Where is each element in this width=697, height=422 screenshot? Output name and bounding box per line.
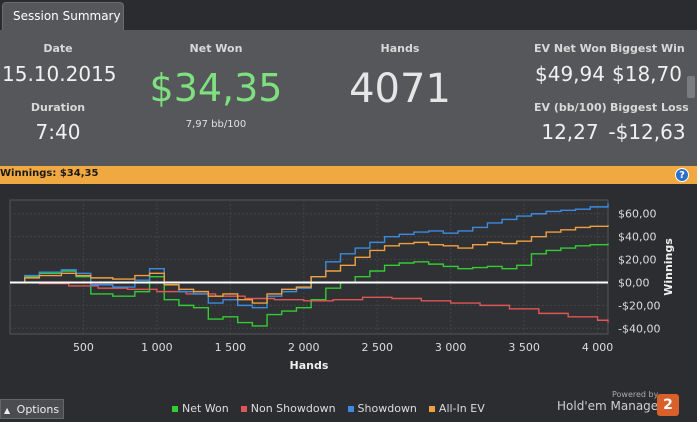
winnings-banner: Winnings: $34,35 ? xyxy=(0,166,697,184)
options-button[interactable]: ▲ Options xyxy=(0,399,64,419)
series-line-all-in-ev xyxy=(10,225,609,304)
legend-item[interactable]: All-In EV xyxy=(428,402,485,415)
hands-value: 4071 xyxy=(349,66,451,112)
duration-value: 7:40 xyxy=(35,120,81,144)
series-line-net-won xyxy=(10,243,609,327)
biggest-win-label: Biggest Win xyxy=(610,42,685,55)
y-tick-label: -$40,00 xyxy=(618,322,660,335)
date-value: 15.10.2015 xyxy=(2,62,117,86)
legend-swatch xyxy=(428,405,435,412)
x-axis-label: Hands xyxy=(290,359,329,372)
x-tick-label: 4 000 xyxy=(582,341,614,354)
y-tick-label: $0,00 xyxy=(618,276,650,289)
ev-net-won-label: EV Net Won xyxy=(534,42,607,55)
net-won-value: $34,35 xyxy=(149,66,283,110)
x-tick-label: 3 000 xyxy=(435,341,467,354)
x-tick-label: 1 500 xyxy=(215,341,247,354)
legend-label: Non Showdown xyxy=(250,402,336,415)
tab-bar: Session Summary xyxy=(0,0,697,30)
powered-by-text: Powered by xyxy=(612,390,659,399)
hands-label: Hands xyxy=(380,42,420,55)
legend-item[interactable]: Showdown xyxy=(347,402,417,415)
legend-item[interactable]: Non Showdown xyxy=(240,402,336,415)
holdem-manager-logo: 2 xyxy=(657,394,679,416)
biggest-loss-label: Biggest Loss xyxy=(610,101,689,114)
y-axis-label: Winnings xyxy=(662,238,675,296)
x-tick-label: 1 000 xyxy=(141,341,173,354)
series-line-non-showdown xyxy=(10,281,609,323)
ev-bb100-value: 12,27 xyxy=(541,120,599,144)
x-tick-label: 2 000 xyxy=(288,341,320,354)
legend-swatch xyxy=(172,405,178,412)
x-tick-label: 2 500 xyxy=(361,341,393,354)
legend-swatch xyxy=(240,405,247,412)
tab-session-summary[interactable]: Session Summary xyxy=(2,2,124,30)
session-summary-panel: Date 15.10.2015 Duration 7:40 Net Won $3… xyxy=(0,30,697,166)
y-tick-label: $60,00 xyxy=(618,208,657,221)
x-tick-label: 500 xyxy=(73,341,94,354)
duration-label: Duration xyxy=(30,101,86,114)
footer: ▲ Options Net Won Non Showdown Showdown All… xyxy=(0,390,697,422)
legend-swatch xyxy=(347,405,354,412)
chevron-up-icon: ▲ xyxy=(4,406,11,415)
winnings-chart: 500 1 000 1 500 2 000 2 500 3 000 3 500 4 000 $6… xyxy=(0,184,697,394)
winnings-chart-svg: 500 1 000 1 500 2 000 2 500 3 000 3 500 4 000 $6… xyxy=(9,199,675,372)
brand-name: Hold'em Manager xyxy=(557,399,664,413)
y-tick-label: -$20,00 xyxy=(618,299,660,312)
date-label: Date xyxy=(43,42,73,55)
ev-net-won-value: $49,94 xyxy=(535,62,605,86)
y-tick-label: $20,00 xyxy=(618,254,657,267)
ev-bb100-label: EV (bb/100) xyxy=(534,101,607,114)
biggest-win-value: $18,70 xyxy=(612,62,682,86)
net-won-label: Net Won xyxy=(189,42,243,55)
help-icon[interactable]: ? xyxy=(675,168,689,182)
winnings-banner-text: Winnings: $34,35 xyxy=(0,168,99,179)
plot-area xyxy=(9,199,609,335)
x-tick-label: 3 500 xyxy=(508,341,540,354)
chart-legend: Net Won Non Showdown Showdown All-In EV xyxy=(172,402,485,415)
legend-label: Net Won xyxy=(182,402,229,415)
options-label: Options xyxy=(16,403,60,416)
legend-label: Showdown xyxy=(357,402,417,415)
biggest-loss-value: -$12,63 xyxy=(608,120,686,144)
legend-label: All-In EV xyxy=(438,402,485,415)
legend-item[interactable]: Net Won xyxy=(172,402,229,415)
net-won-bb100: 7,97 bb/100 xyxy=(185,119,247,130)
y-tick-label: $40,00 xyxy=(618,231,657,244)
scrollbar-thumb[interactable] xyxy=(687,76,695,98)
